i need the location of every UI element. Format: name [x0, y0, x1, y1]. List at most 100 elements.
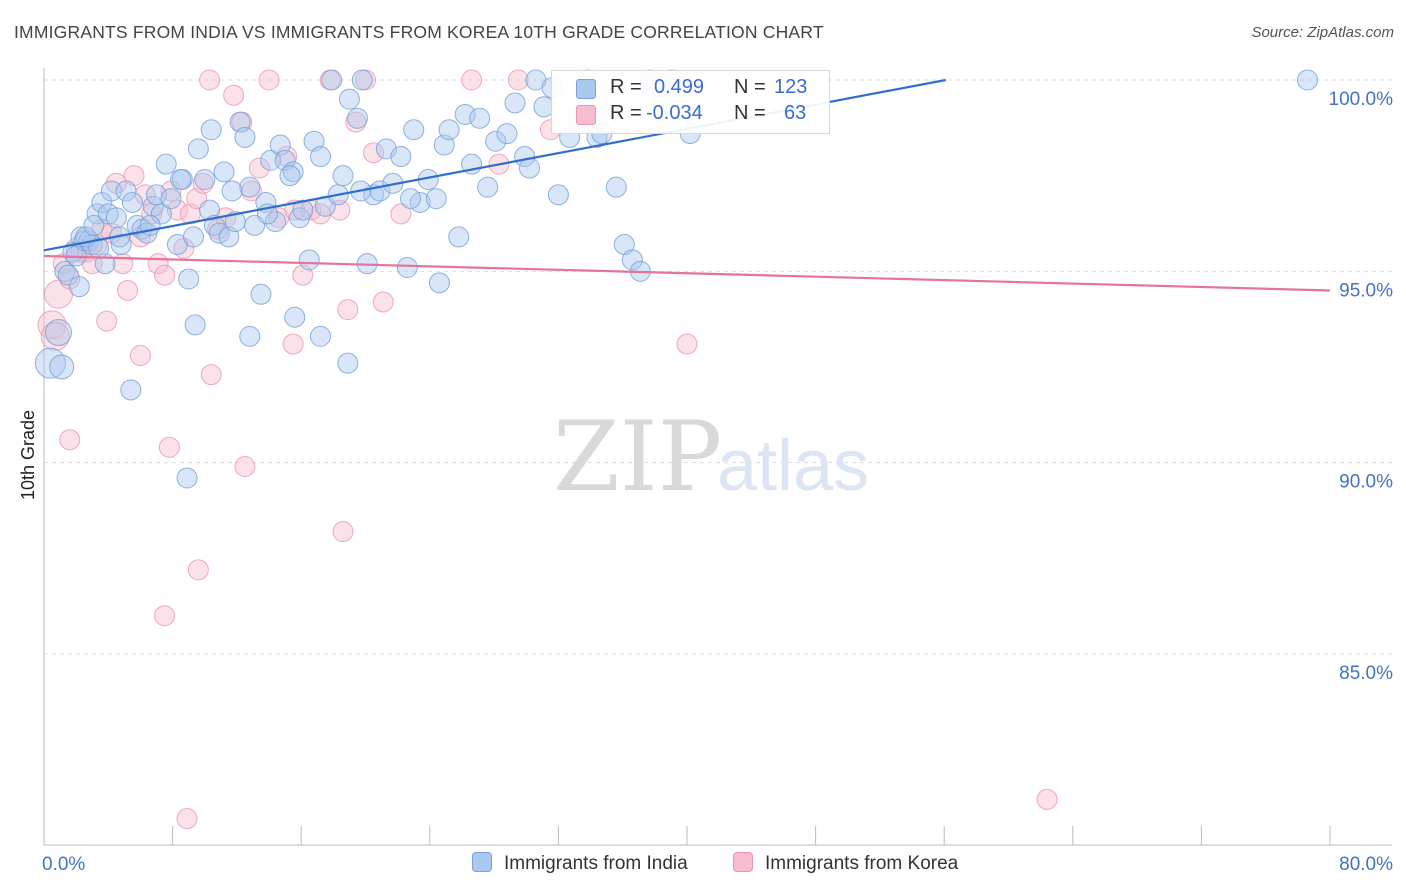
india-point — [83, 214, 105, 236]
india-point — [425, 188, 447, 210]
legend-n-value-india: 123 — [774, 76, 808, 98]
india-point — [621, 249, 643, 271]
korea-point — [166, 199, 188, 221]
korea-point — [223, 84, 245, 106]
india-point — [213, 161, 235, 183]
india-point — [396, 257, 418, 279]
korea-point — [332, 521, 354, 543]
india-point — [176, 467, 198, 489]
india-point — [221, 180, 243, 202]
india-point — [239, 325, 261, 347]
korea-point — [154, 264, 176, 286]
india-point — [187, 138, 209, 160]
y-tick-label: 95.0% — [1339, 280, 1393, 301]
korea-point — [240, 180, 262, 202]
korea-point — [234, 455, 256, 477]
india-point — [428, 272, 450, 294]
india-point — [170, 168, 192, 190]
korea-point — [158, 436, 180, 458]
india-point — [49, 354, 75, 380]
watermark-zip: ZIP — [553, 401, 722, 513]
india-point — [1296, 69, 1318, 91]
korea-point — [363, 142, 385, 164]
bottom-legend-label-india: Immigrants from India — [504, 853, 688, 874]
x-ticks — [43, 826, 1331, 845]
india-point — [101, 180, 123, 202]
india-point — [309, 146, 331, 168]
korea-point — [129, 345, 151, 367]
korea-point — [507, 69, 529, 91]
india-point — [321, 69, 343, 91]
korea-point — [199, 69, 221, 91]
korea-point — [187, 559, 209, 581]
india-point — [194, 168, 216, 190]
india-point — [309, 325, 331, 347]
y-tick-label: 85.0% — [1339, 663, 1393, 684]
korea-point — [345, 111, 367, 133]
korea-point — [337, 299, 359, 321]
india-point — [351, 69, 373, 91]
india-point — [485, 130, 507, 152]
india-point — [605, 176, 627, 198]
india-point — [200, 119, 222, 141]
bottom-legend-swatch-india — [472, 852, 492, 872]
india-point — [155, 153, 177, 175]
korea-point — [40, 321, 70, 351]
korea-point — [154, 605, 176, 627]
chart-title: IMMIGRANTS FROM INDIA VS IMMIGRANTS FROM… — [14, 22, 824, 42]
india-point — [400, 188, 422, 210]
korea-point — [192, 172, 214, 194]
legend-n-label-india: N = — [734, 76, 766, 98]
india-point — [110, 234, 132, 256]
legend-r-value-korea: -0.034 — [646, 102, 703, 124]
korea-point — [200, 364, 222, 386]
korea-point — [258, 69, 280, 91]
korea-point — [676, 333, 698, 355]
watermark-atlas: atlas — [717, 426, 869, 506]
india-point — [115, 180, 137, 202]
india-points — [34, 69, 1318, 489]
korea-point — [117, 279, 139, 301]
korea-point — [248, 157, 270, 179]
india-point — [284, 306, 306, 328]
legend-r-label-korea: R = — [610, 102, 642, 124]
korea-point — [1036, 788, 1058, 810]
correlation-legend: R = 0.499 N = 123 R = -0.034 N = 63 — [551, 70, 830, 134]
india-point — [438, 119, 460, 141]
india-point — [477, 176, 499, 198]
y-tick-label: 90.0% — [1339, 472, 1393, 493]
korea-point — [207, 218, 229, 240]
bottom-legend-india: Immigrants from India — [472, 852, 688, 875]
india-point — [178, 268, 200, 290]
korea-point — [112, 253, 134, 275]
legend-n-value-korea: 63 — [784, 102, 807, 124]
india-point — [105, 207, 127, 229]
india-point — [182, 226, 204, 248]
korea-point — [390, 203, 412, 225]
india-point — [448, 226, 470, 248]
india-point — [184, 314, 206, 336]
legend-swatch-korea — [576, 105, 596, 125]
legend-swatch-india — [576, 79, 596, 99]
india-point — [390, 146, 412, 168]
x-tick-label-min: 0.0% — [42, 854, 85, 875]
y-axis-label: 10th Grade — [18, 410, 38, 500]
legend-n-label-korea: N = — [734, 102, 766, 124]
india-point — [150, 203, 172, 225]
korea-trend-line — [43, 254, 1331, 292]
india-point — [547, 184, 569, 206]
india-point — [44, 319, 72, 347]
india-point — [298, 249, 320, 271]
india-point — [469, 107, 491, 129]
bottom-legend-swatch-korea — [733, 852, 753, 872]
source-label: Source: ZipAtlas.com — [1251, 24, 1394, 41]
india-point — [346, 107, 368, 129]
legend-r-label-india: R = — [610, 76, 642, 98]
korea-point — [96, 310, 118, 332]
india-point — [496, 123, 518, 145]
korea-point — [461, 69, 483, 91]
india-point — [264, 211, 286, 233]
india-point — [160, 188, 182, 210]
india-point — [292, 199, 314, 221]
